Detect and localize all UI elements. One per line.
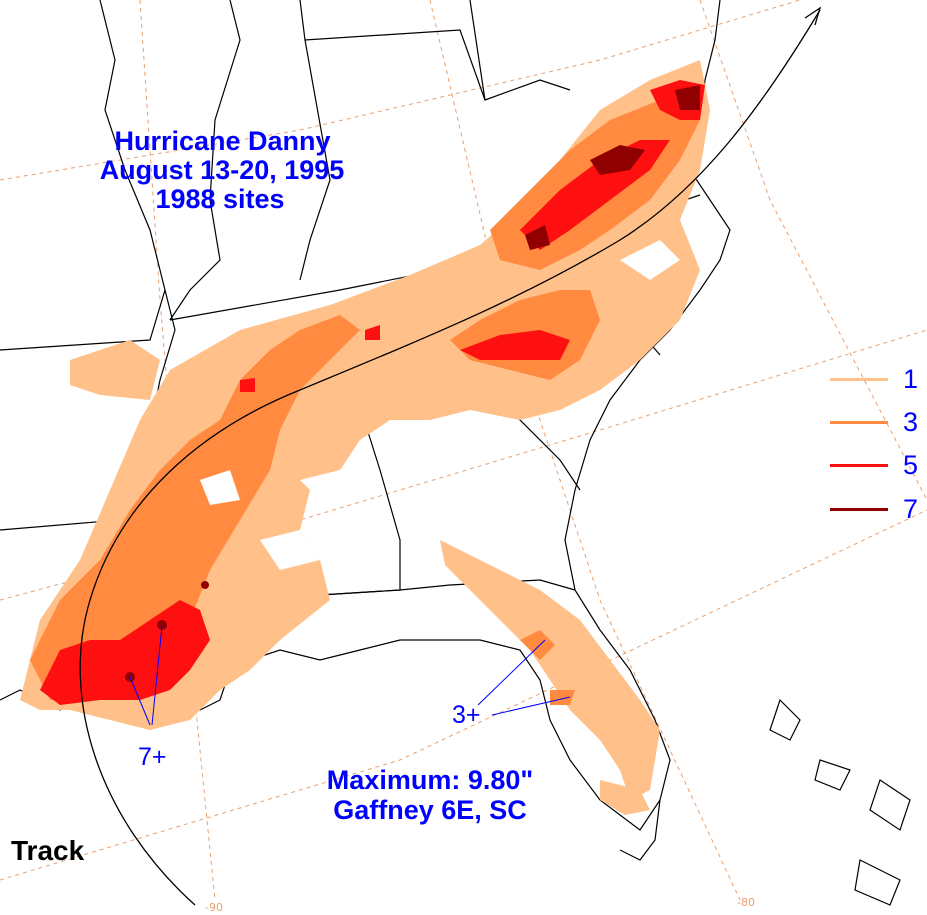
legend-label-5: 5 — [903, 450, 919, 480]
annotation-arrows — [129, 625, 571, 726]
contour-7-region — [590, 145, 645, 175]
legend-swatch-1 — [830, 378, 888, 381]
contour-5-region — [40, 600, 210, 705]
rain-gaps — [200, 240, 680, 570]
title-sites: 1988 sites — [155, 184, 285, 214]
legend-swatch-7 — [830, 508, 888, 511]
legend-label-7: 7 — [903, 494, 919, 524]
title-storm-name: Hurricane Danny — [114, 126, 331, 156]
contour-3-region — [30, 315, 360, 700]
legend-label-3: 3 — [903, 407, 919, 437]
maximum-value: Maximum: 9.80" — [326, 765, 534, 795]
rainfall-contours — [20, 60, 710, 815]
florida-max-label: 3+ — [452, 701, 481, 729]
storm-track — [79, 6, 822, 906]
gulf-coast-max-label: 7+ — [138, 743, 167, 771]
track-label: Track — [11, 835, 85, 866]
title-dates: August 13-20, 1995 — [99, 155, 345, 185]
longitude-label-90: -90 — [205, 901, 223, 914]
maximum-location: Gaffney 6E, SC — [333, 795, 527, 825]
legend-label-1: 1 — [903, 364, 919, 394]
legend-swatch-3 — [830, 421, 888, 424]
legend-swatch-5 — [830, 464, 888, 467]
longitude-label-80: -80 — [737, 896, 755, 909]
